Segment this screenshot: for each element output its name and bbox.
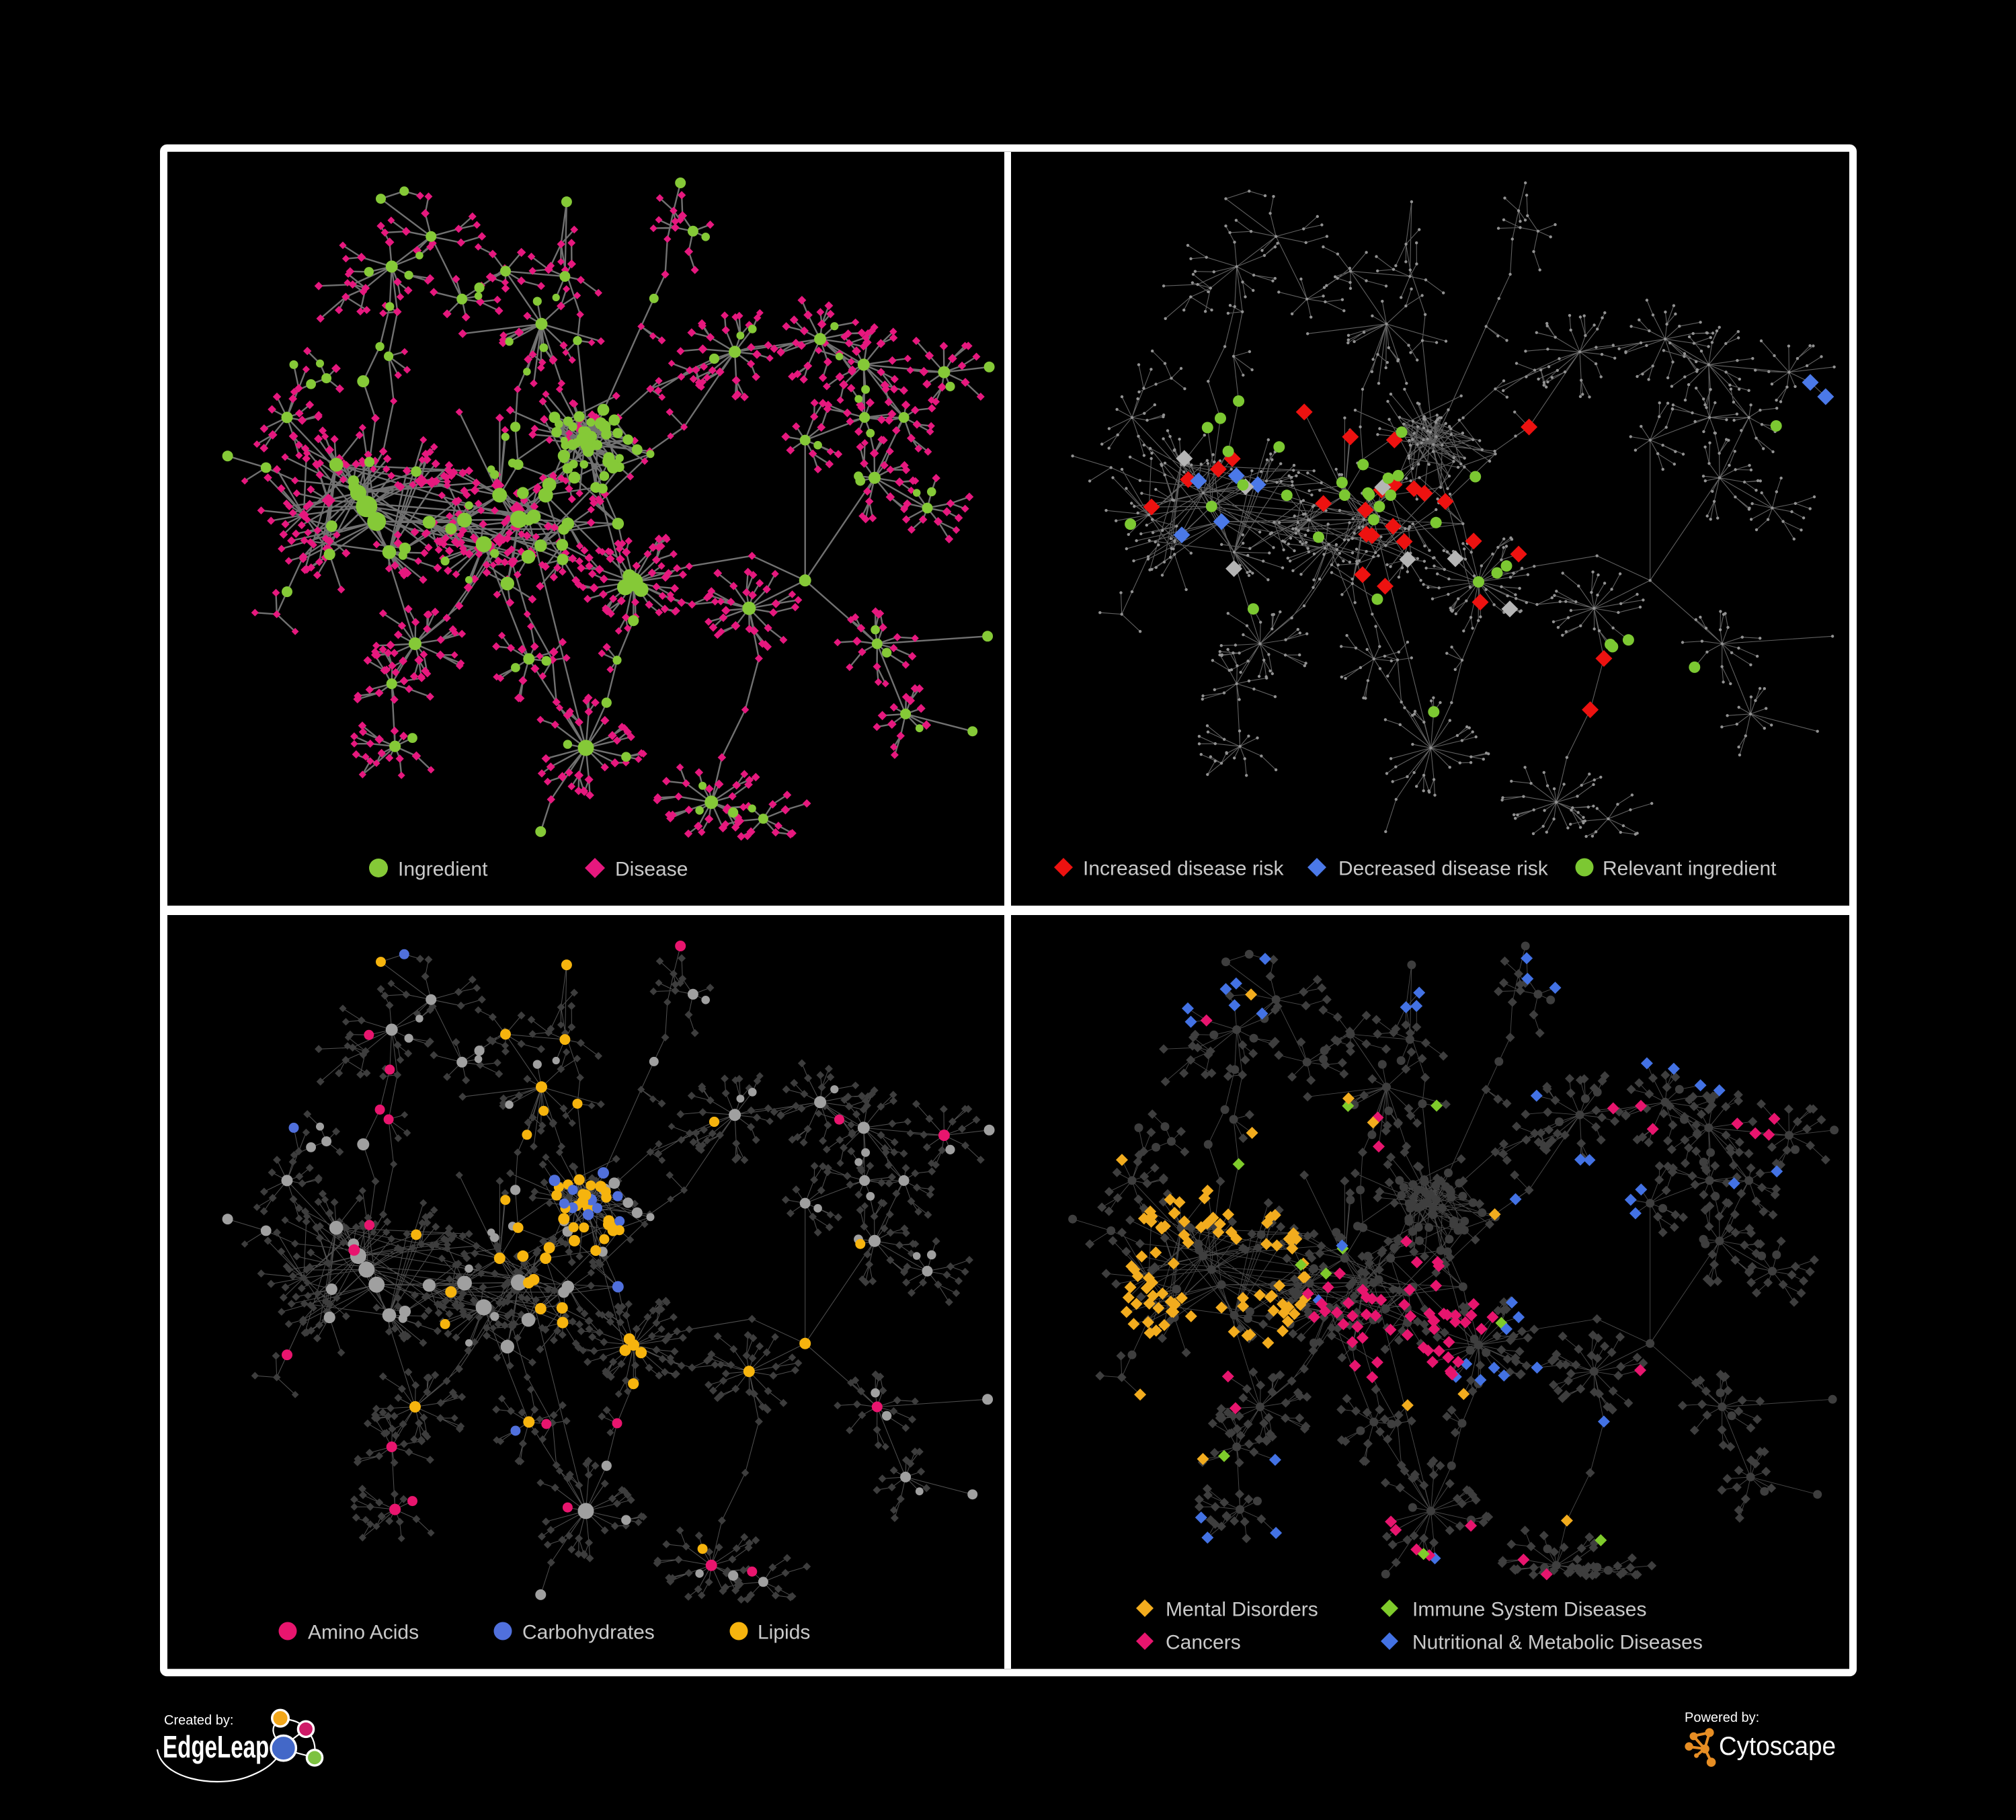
svg-text:Decreased disease risk: Decreased disease risk (1338, 858, 1549, 880)
svg-text:Lipids: Lipids (758, 1622, 810, 1644)
svg-text:Cancers: Cancers (1166, 1632, 1241, 1654)
svg-text:EdgeLeap: EdgeLeap (163, 1731, 269, 1764)
svg-text:Carbohydrates: Carbohydrates (522, 1622, 655, 1644)
svg-text:Nutritional & Metabolic Diseas: Nutritional & Metabolic Diseases (1412, 1632, 1703, 1654)
svg-text:Increased disease risk: Increased disease risk (1083, 858, 1284, 880)
svg-text:Powered by:: Powered by: (1685, 1710, 1759, 1725)
svg-text:Cytoscape: Cytoscape (1719, 1732, 1836, 1761)
svg-text:Amino Acids: Amino Acids (308, 1622, 419, 1644)
svg-text:Relevant ingredient: Relevant ingredient (1603, 858, 1777, 880)
svg-text:Ingredient: Ingredient (398, 859, 488, 881)
svg-text:Mental Disorders: Mental Disorders (1166, 1599, 1318, 1621)
svg-text:Disease: Disease (615, 859, 688, 881)
svg-text:Immune System Diseases: Immune System Diseases (1412, 1599, 1646, 1621)
svg-text:Created by:: Created by: (164, 1713, 233, 1728)
